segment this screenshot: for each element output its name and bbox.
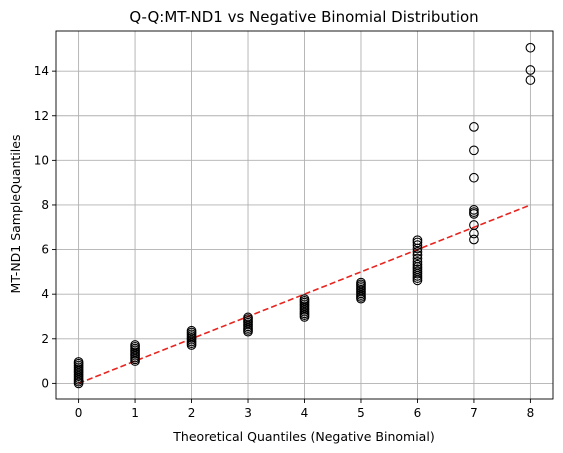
y-tick-label: 2 bbox=[41, 332, 49, 346]
data-point bbox=[525, 42, 536, 53]
x-tick-label: 4 bbox=[301, 406, 309, 420]
data-point bbox=[469, 172, 479, 183]
y-tick-label: 12 bbox=[34, 109, 49, 123]
x-tick-label: 7 bbox=[470, 406, 478, 420]
y-tick-label: 6 bbox=[41, 243, 49, 257]
data-point bbox=[412, 240, 423, 250]
y-tick-label: 8 bbox=[41, 198, 49, 212]
data-point bbox=[525, 75, 536, 85]
x-tick-label: 3 bbox=[244, 406, 252, 420]
data-point bbox=[412, 253, 423, 264]
data-point bbox=[469, 145, 479, 156]
data-point bbox=[412, 250, 423, 260]
data-point bbox=[243, 312, 253, 323]
data-point bbox=[73, 357, 84, 367]
data-point bbox=[299, 294, 310, 304]
data-point bbox=[412, 256, 423, 267]
x-tick-label: 8 bbox=[527, 406, 535, 420]
x-tick-label: 2 bbox=[188, 406, 196, 420]
x-axis-label: Theoretical Quantiles (Negative Binomial… bbox=[172, 429, 434, 444]
y-tick-label: 14 bbox=[34, 64, 49, 78]
data-point bbox=[525, 65, 536, 75]
y-tick-label: 10 bbox=[34, 153, 49, 167]
y-tick-label: 0 bbox=[41, 376, 49, 390]
data-point bbox=[469, 122, 479, 132]
x-tick-label: 5 bbox=[357, 406, 365, 420]
data-point bbox=[130, 340, 140, 350]
data-point bbox=[412, 246, 423, 257]
data-point bbox=[412, 259, 423, 270]
chart-title: Q-Q:MT-ND1 vs Negative Binomial Distribu… bbox=[129, 8, 478, 26]
y-tick-label: 4 bbox=[41, 287, 49, 301]
data-point bbox=[186, 325, 197, 336]
y-axis-label: MT-ND1 SampleQuantiles bbox=[8, 135, 23, 294]
data-points bbox=[73, 42, 536, 389]
data-point bbox=[469, 205, 479, 215]
data-point bbox=[469, 234, 479, 245]
grid-lines bbox=[56, 31, 553, 399]
x-tick-label: 0 bbox=[75, 406, 83, 420]
x-tick-label: 1 bbox=[131, 406, 139, 420]
data-point bbox=[412, 235, 423, 246]
data-point bbox=[356, 277, 366, 288]
x-tick-label: 6 bbox=[414, 406, 422, 420]
data-point bbox=[469, 220, 479, 230]
